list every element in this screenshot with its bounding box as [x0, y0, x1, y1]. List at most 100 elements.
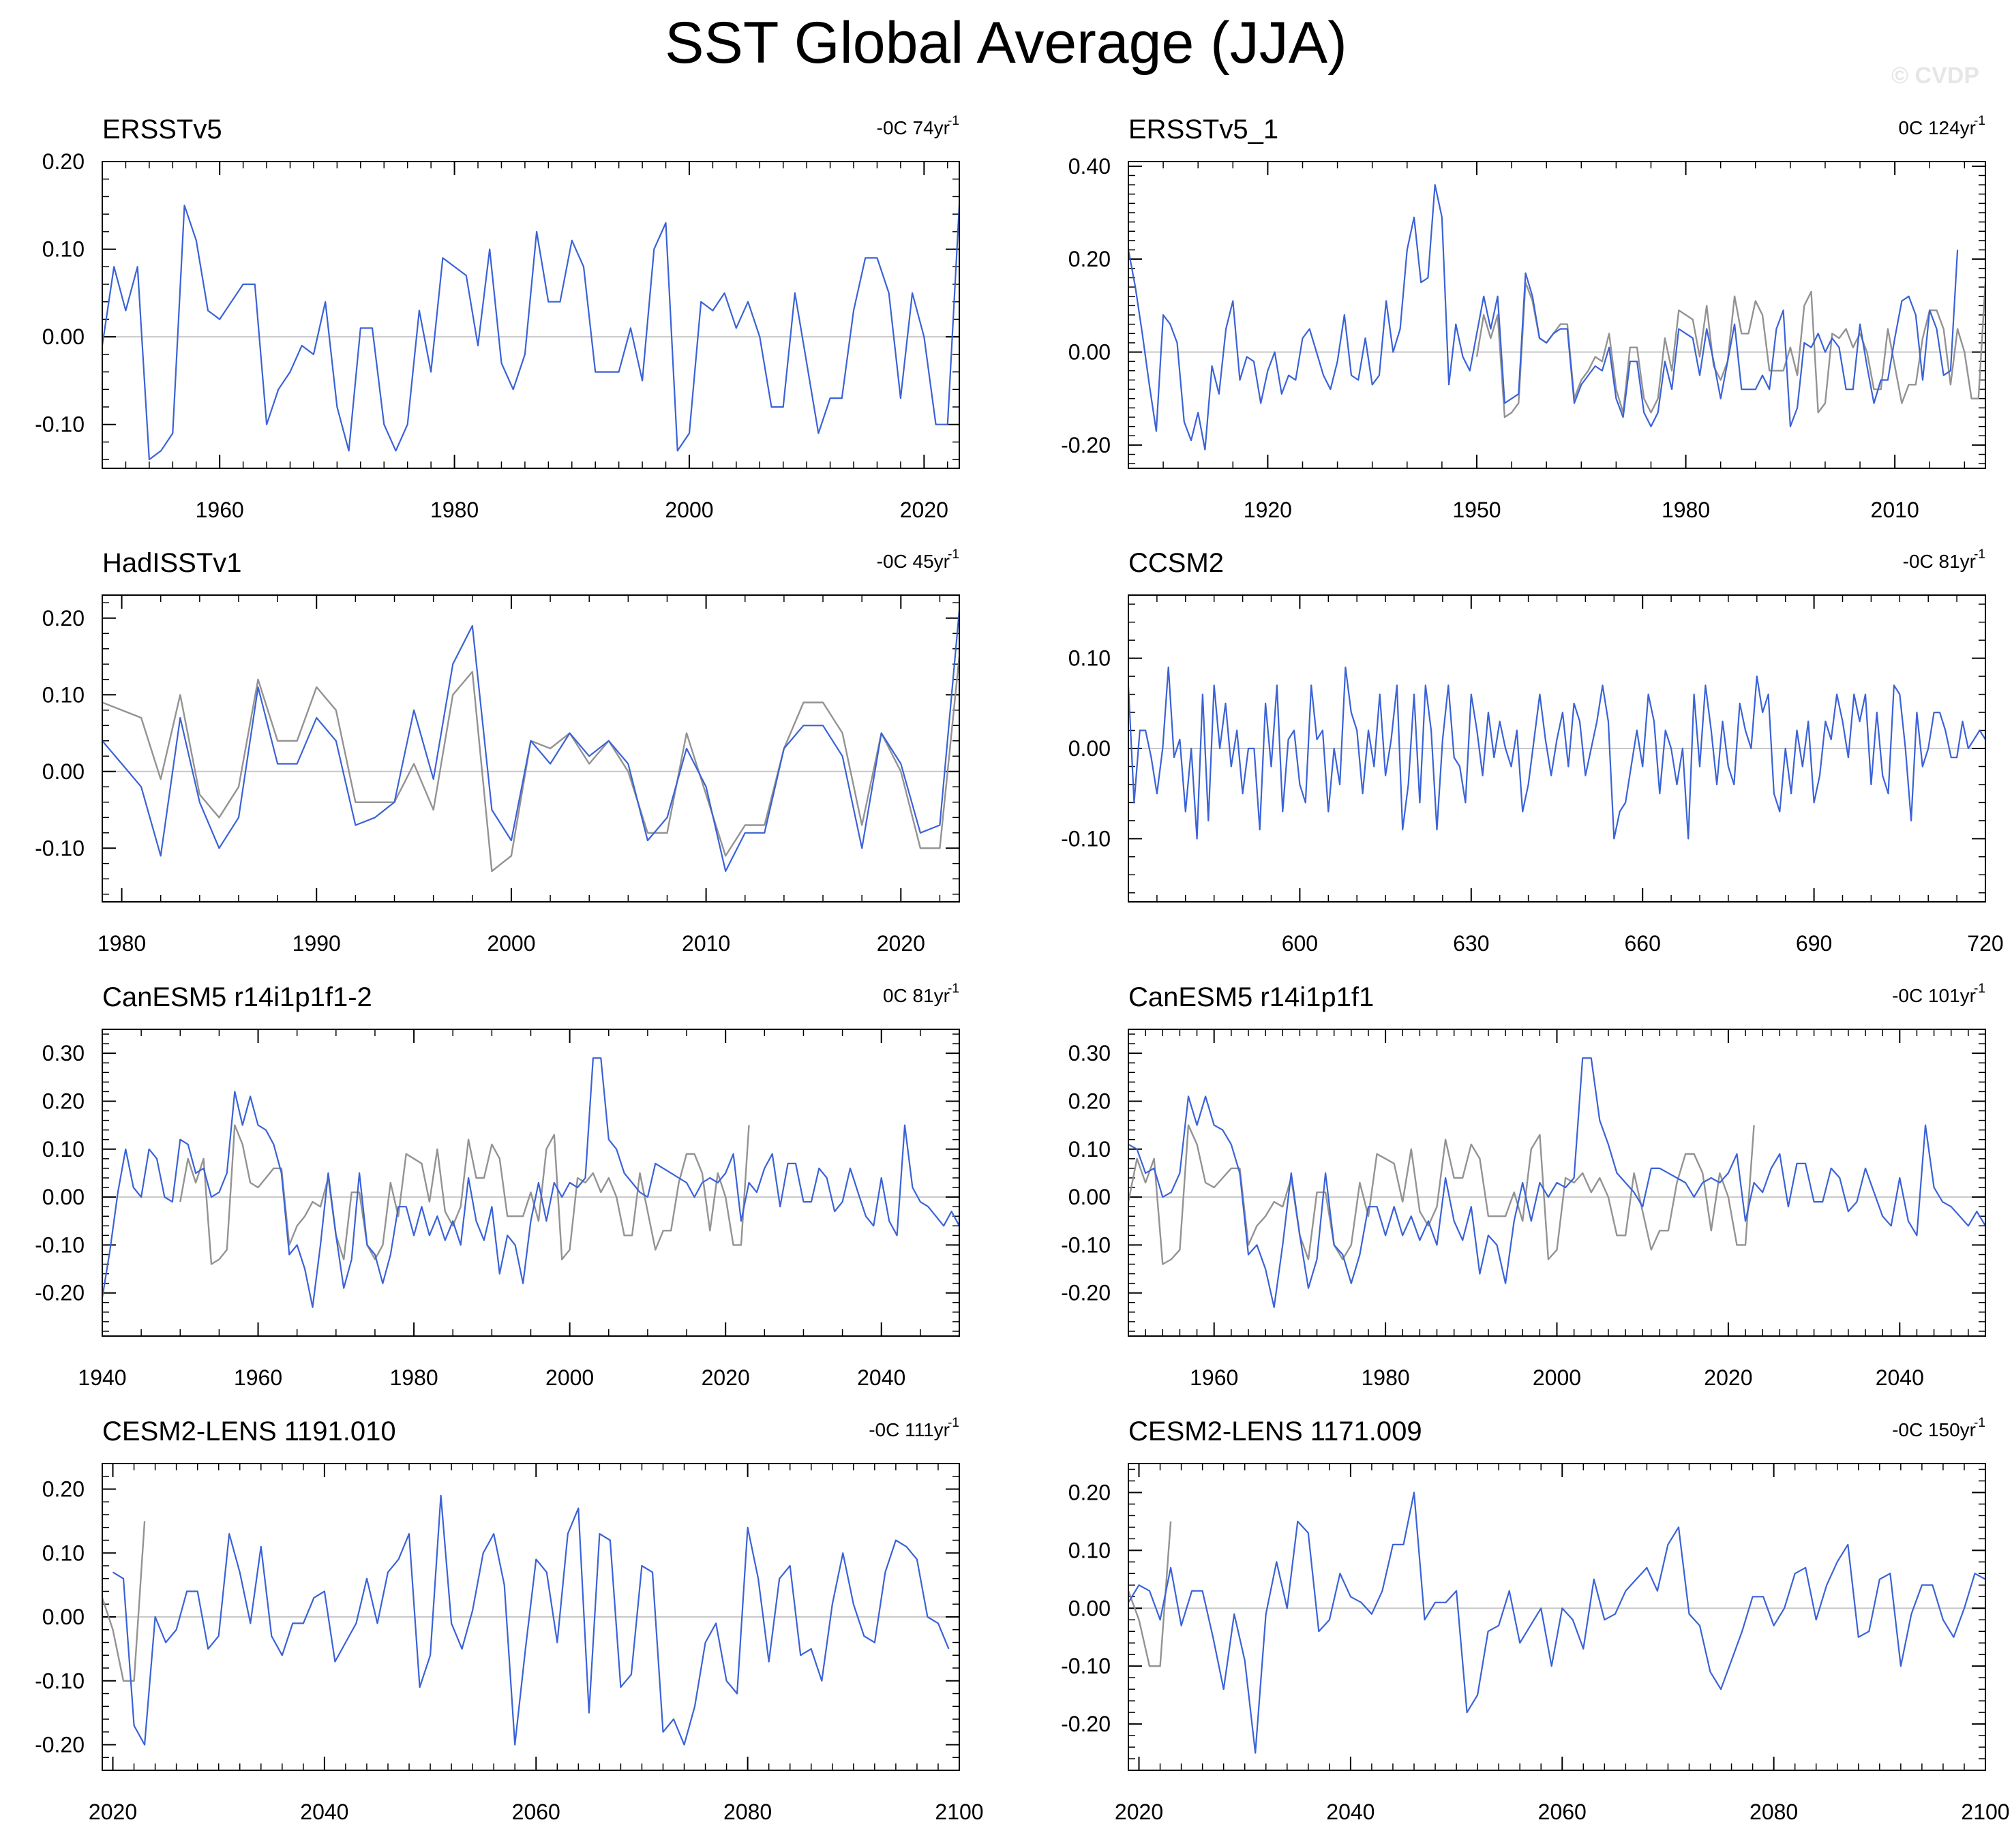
y-tick-label: 0.00 — [1068, 736, 1111, 761]
y-tick-label: -0.10 — [1061, 1232, 1111, 1257]
x-tick-label: 2000 — [545, 1365, 594, 1390]
model-series-line — [1128, 666, 1985, 840]
y-tick-label: 0.20 — [42, 1477, 85, 1502]
y-tick-label: -0.20 — [1061, 1712, 1111, 1736]
y-tick-label: 0.00 — [42, 324, 85, 349]
x-tick-label: 1950 — [1452, 498, 1501, 522]
trend-exponent: -1 — [948, 114, 959, 128]
x-tick-label: 2000 — [665, 498, 713, 522]
x-tick-label: 2100 — [935, 1800, 983, 1824]
obs-series-line — [179, 1124, 750, 1265]
model-series-line — [102, 205, 959, 461]
x-tick-label: 660 — [1625, 931, 1661, 956]
x-tick-label: 2020 — [89, 1800, 137, 1824]
model-series-line — [1128, 1057, 1985, 1308]
x-tick-label: 1980 — [1362, 1365, 1410, 1390]
y-tick-label: 0.00 — [1068, 1596, 1111, 1620]
trend-label: -0C 45yr — [877, 551, 950, 572]
plot-frame — [1128, 594, 1986, 903]
panel-3: HadISSTv1 -0C 45yr-1 1980 1990 2000 2010 2020 0… — [35, 547, 960, 956]
panel-5: CanESM5 r14i1p1f1-2 0C 81yr-1 1940 1960 1980… — [35, 982, 960, 1390]
y-tick-label: 0.10 — [1068, 1538, 1111, 1562]
x-tick-label: 1960 — [196, 498, 244, 522]
obs-series-line — [102, 1521, 146, 1682]
x-tick-label: 630 — [1453, 931, 1489, 956]
y-tick-label: 0.20 — [42, 1089, 85, 1113]
y-tick-label: 0.20 — [42, 149, 85, 174]
panel-title: ERSSTv5 — [102, 115, 222, 145]
x-tick-label: 2020 — [900, 498, 948, 522]
x-tick-label: 2060 — [512, 1800, 560, 1824]
watermark: © CVDP — [1891, 63, 1979, 89]
panel-title: HadISSTv1 — [102, 548, 242, 578]
x-tick-label: 2000 — [487, 931, 535, 956]
panel-8: CESM2-LENS 1171.009 -0C 150yr-1 2020 2040 20… — [1061, 1416, 2010, 1824]
x-tick-label: 600 — [1282, 931, 1318, 956]
y-tick-label: 0.20 — [1068, 1089, 1111, 1113]
x-tick-label: 2020 — [702, 1365, 750, 1390]
x-tick-label: 2100 — [1961, 1800, 2009, 1824]
panel-title: CESM2-LENS 1171.009 — [1128, 1417, 1422, 1446]
y-tick-label: 0.10 — [42, 237, 85, 262]
x-tick-label: 720 — [1967, 931, 2003, 956]
y-tick-label: -0.10 — [35, 412, 85, 437]
y-tick-label: -0.10 — [35, 836, 85, 860]
panel-title: CanESM5 r14i1p1f1-2 — [102, 982, 372, 1012]
y-tick-label: 0.10 — [42, 682, 85, 707]
x-tick-label: 1980 — [1662, 498, 1710, 522]
y-tick-label: 0.30 — [42, 1041, 85, 1065]
trend-exponent: -1 — [1974, 547, 1985, 562]
x-tick-label: 2010 — [1871, 498, 1919, 522]
y-tick-label: 0.00 — [42, 759, 85, 784]
obs-series-line — [1128, 1521, 1172, 1667]
x-tick-label: 2020 — [1704, 1365, 1752, 1390]
y-tick-label: 0.10 — [1068, 1137, 1111, 1162]
x-tick-label: 2040 — [1876, 1365, 1924, 1390]
y-tick-label: 0.00 — [42, 1605, 85, 1629]
x-tick-label: 1990 — [292, 931, 341, 956]
panel-title: ERSSTv5_1 — [1128, 115, 1278, 145]
model-series-line — [102, 1057, 959, 1308]
obs-series-line — [1128, 1124, 1755, 1265]
y-tick-label: -0.20 — [1061, 1281, 1111, 1305]
x-tick-label: 2040 — [857, 1365, 905, 1390]
plot-frame — [1128, 1029, 1986, 1337]
x-tick-label: 2000 — [1533, 1365, 1581, 1390]
x-tick-label: 2010 — [682, 931, 730, 956]
trend-label: -0C 101yr — [1892, 985, 1976, 1006]
obs-series-line — [1475, 282, 1985, 419]
plot-frame — [102, 594, 960, 903]
model-series-line — [102, 610, 959, 873]
plot-frame — [1128, 161, 1986, 469]
trend-label: -0C 74yr — [877, 117, 950, 138]
trend-exponent: -1 — [1974, 982, 1985, 996]
trend-label: -0C 111yr — [869, 1419, 950, 1440]
trend-exponent: -1 — [948, 547, 959, 562]
panel-7: CESM2-LENS 1191.010 -0C 111yr-1 2020 2040 20… — [35, 1416, 984, 1824]
y-tick-label: 0.40 — [1068, 154, 1111, 179]
x-tick-label: 1980 — [97, 931, 146, 956]
y-tick-label: 0.20 — [42, 606, 85, 631]
x-tick-label: 2060 — [1538, 1800, 1587, 1824]
y-tick-label: -0.20 — [1061, 433, 1111, 457]
y-tick-label: -0.10 — [1061, 826, 1111, 851]
y-tick-label: 0.00 — [1068, 340, 1111, 365]
y-tick-label: 0.20 — [1068, 1480, 1111, 1504]
trend-exponent: -1 — [948, 982, 959, 996]
y-tick-label: -0.10 — [35, 1232, 85, 1257]
plot-frame — [102, 161, 960, 469]
x-tick-label: 1960 — [234, 1365, 282, 1390]
trend-label: -0C 150yr — [1892, 1419, 1976, 1440]
obs-series-line — [102, 656, 959, 873]
panel-title: CanESM5 r14i1p1f1 — [1128, 982, 1374, 1012]
x-tick-label: 2080 — [1750, 1800, 1798, 1824]
plot-frame — [1128, 1463, 1986, 1771]
x-tick-label: 2040 — [1326, 1800, 1375, 1824]
x-tick-label: 1960 — [1190, 1365, 1238, 1390]
trend-label: -0C 81yr — [1903, 551, 1976, 572]
model-series-line — [1128, 1491, 1985, 1754]
y-tick-label: -0.20 — [35, 1733, 85, 1757]
y-tick-label: 0.00 — [42, 1185, 85, 1209]
y-tick-label: 0.00 — [1068, 1185, 1111, 1209]
